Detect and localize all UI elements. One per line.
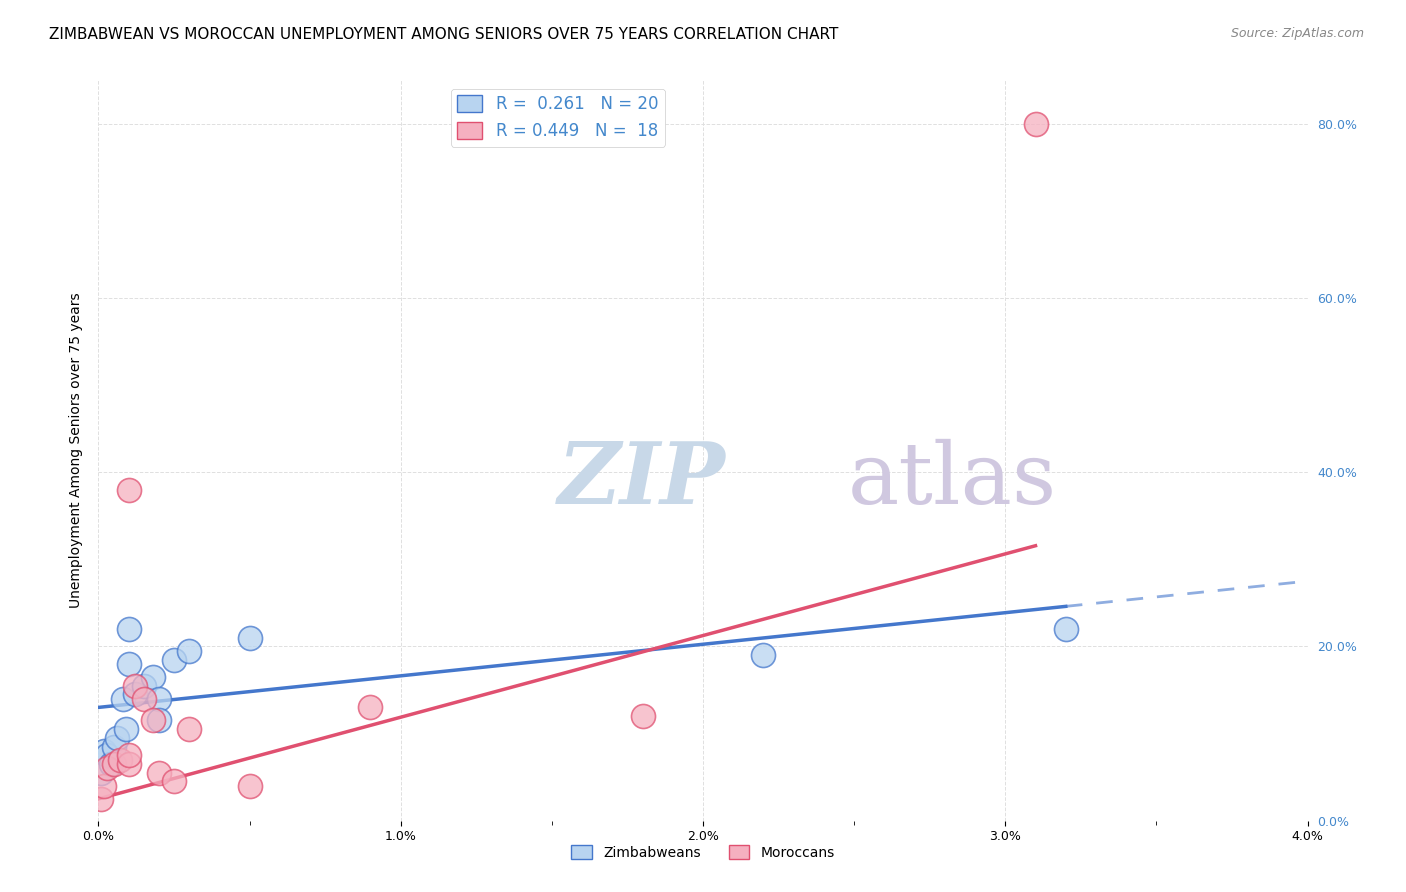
Point xyxy=(93,779,115,793)
Point xyxy=(179,644,201,658)
Point xyxy=(103,757,125,772)
Point xyxy=(118,757,141,772)
Legend: Zimbabweans, Moroccans: Zimbabweans, Moroccans xyxy=(565,839,841,865)
Point xyxy=(1025,117,1047,131)
Text: ZIMBABWEAN VS MOROCCAN UNEMPLOYMENT AMONG SENIORS OVER 75 YEARS CORRELATION CHAR: ZIMBABWEAN VS MOROCCAN UNEMPLOYMENT AMON… xyxy=(49,27,838,42)
Point xyxy=(90,765,112,780)
Point xyxy=(96,748,118,763)
Point xyxy=(105,731,128,745)
Point xyxy=(163,774,186,789)
Point xyxy=(631,709,654,723)
Point xyxy=(148,765,170,780)
Point xyxy=(239,631,262,645)
Text: Source: ZipAtlas.com: Source: ZipAtlas.com xyxy=(1230,27,1364,40)
Point xyxy=(148,691,170,706)
Point xyxy=(96,761,118,775)
Point xyxy=(132,679,155,693)
Point xyxy=(179,722,201,736)
Point xyxy=(148,714,170,728)
Text: atlas: atlas xyxy=(848,439,1057,522)
Point xyxy=(132,691,155,706)
Point xyxy=(142,670,165,684)
Point xyxy=(103,739,125,754)
Point xyxy=(118,657,141,671)
Point xyxy=(124,687,146,701)
Point xyxy=(108,753,131,767)
Point xyxy=(111,691,134,706)
Point xyxy=(752,648,775,662)
Y-axis label: Unemployment Among Seniors over 75 years: Unemployment Among Seniors over 75 years xyxy=(69,293,83,608)
Point xyxy=(360,700,382,714)
Point xyxy=(163,652,186,666)
Point xyxy=(239,779,262,793)
Point xyxy=(142,714,165,728)
Point xyxy=(100,757,122,772)
Point xyxy=(93,744,115,758)
Point xyxy=(1054,622,1077,636)
Point xyxy=(118,622,141,636)
Point xyxy=(124,679,146,693)
Point xyxy=(118,483,141,497)
Point xyxy=(90,792,112,806)
Point xyxy=(118,748,141,763)
Text: ZIP: ZIP xyxy=(558,438,725,522)
Point xyxy=(114,722,136,736)
